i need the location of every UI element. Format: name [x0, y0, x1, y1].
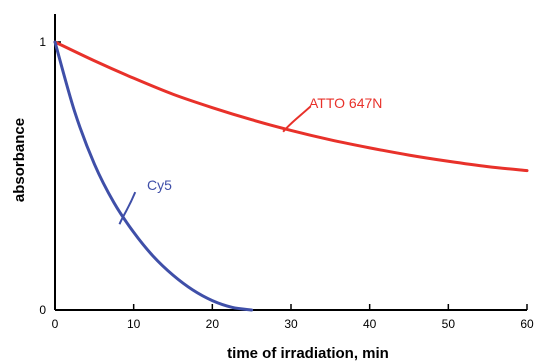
x-tick-label: 20 [206, 317, 220, 331]
x-tick-label: 50 [442, 317, 456, 331]
series-label-cy5: Cy5 [147, 177, 172, 193]
ticks: 0 10 20 30 40 50 60 0 1 [39, 35, 534, 331]
x-axis-title: time of irradiation, min [227, 345, 389, 362]
series-lines [53, 40, 529, 312]
leader-line-atto-647n [282, 105, 312, 133]
y-tick-label: 1 [39, 35, 46, 49]
x-tick-label: 60 [520, 317, 534, 331]
x-tick-label: 10 [127, 317, 141, 331]
series-labels: ATTO 647N Cy5 [118, 95, 382, 225]
leader-line-cy5 [118, 191, 137, 225]
y-tick-label: 0 [39, 303, 46, 317]
series-line-cy5 [53, 40, 254, 312]
y-axis-title: absorbance [11, 118, 28, 202]
series-line-atto-647n [53, 40, 529, 173]
x-tick-label: 0 [52, 317, 59, 331]
x-tick-label: 40 [363, 317, 377, 331]
series-label-atto-647n: ATTO 647N [309, 95, 382, 111]
x-tick-label: 30 [284, 317, 298, 331]
